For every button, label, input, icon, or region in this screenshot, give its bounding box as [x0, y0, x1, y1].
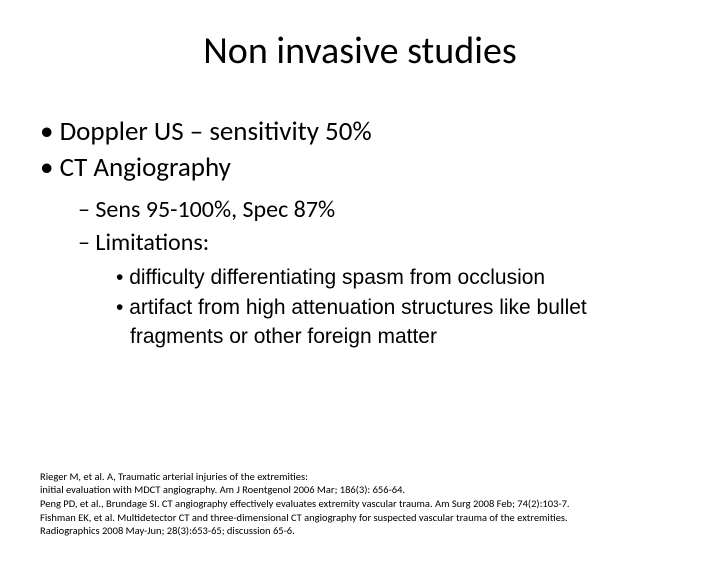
reference-line: Radiographics 2008 May-Jun; 28(3):653-65… — [40, 524, 680, 538]
bullet-list-level3: difficulty differentiating spasm from oc… — [116, 264, 680, 351]
reference-line: initial evaluation with MDCT angiography… — [40, 483, 680, 497]
bullet-text: Limitations: — [95, 228, 209, 257]
bullet-text: difficulty differentiating spasm from oc… — [129, 266, 545, 289]
bullet-ct-angiography: CT Angiography Sens 95-100%, Spec 87% Li… — [40, 150, 680, 351]
slide-title: Non invasive studies — [0, 28, 720, 74]
bullet-list-level2: Sens 95-100%, Spec 87% Limitations: diff… — [78, 193, 680, 351]
bullet-sens-spec: Sens 95-100%, Spec 87% — [78, 193, 680, 227]
bullet-text: CT Angiography — [60, 151, 231, 184]
reference-line: Rieger M, et al. A, Traumatic arterial i… — [40, 470, 680, 484]
bullet-text: artifact from high attenuation structure… — [129, 296, 587, 347]
bullet-limitations: Limitations: difficulty differentiating … — [78, 226, 680, 351]
bullet-doppler: Doppler US – sensitivity 50% — [40, 114, 680, 150]
reference-line: Peng PD, et al., Brundage SI. CT angiogr… — [40, 497, 680, 511]
bullet-list-level1: Doppler US – sensitivity 50% CT Angiogra… — [40, 114, 680, 351]
bullet-text: Sens 95-100%, Spec 87% — [95, 195, 335, 224]
bullet-spasm: difficulty differentiating spasm from oc… — [116, 264, 680, 292]
reference-line: Fishman EK, et al. Multidetector CT and … — [40, 511, 680, 525]
bullet-artifact: artifact from high attenuation structure… — [116, 294, 680, 351]
references-block: Rieger M, et al. A, Traumatic arterial i… — [40, 470, 680, 538]
slide-content: Doppler US – sensitivity 50% CT Angiogra… — [0, 114, 720, 351]
bullet-text: Doppler US – sensitivity 50% — [60, 115, 372, 148]
